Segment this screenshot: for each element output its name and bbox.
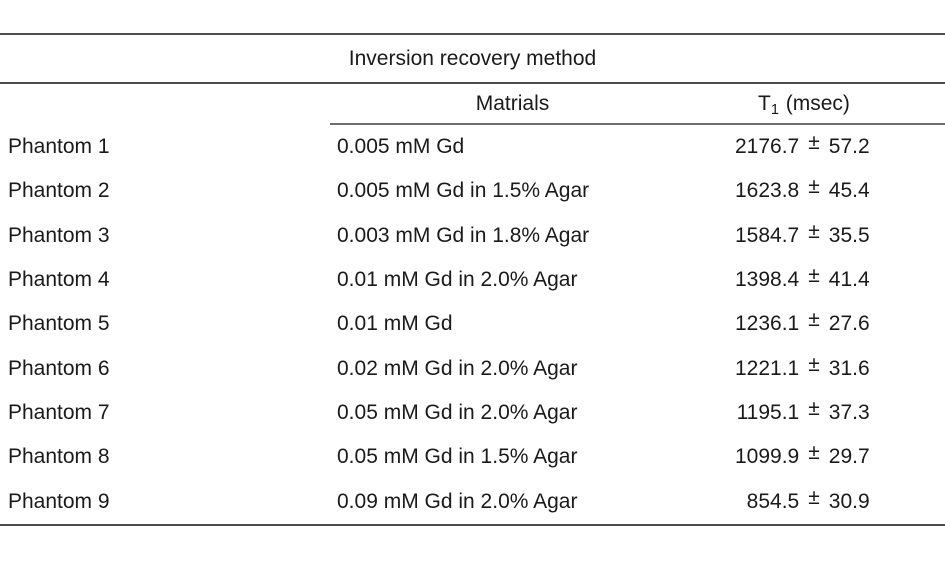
t1-error: 27.6 — [828, 312, 870, 336]
column-header-materials: Matrials — [330, 84, 688, 125]
phantom-label: Phantom 1 — [8, 135, 110, 159]
table-body: Phantom 1 0.005 mM Gd 2176.7 ± 57.2 Phan… — [0, 125, 945, 524]
phantom-label: Phantom 2 — [8, 179, 110, 203]
t1-value: 2176.7 — [735, 135, 800, 159]
t1-value: 1221.1 — [735, 356, 800, 380]
t1-value: 1236.1 — [735, 312, 800, 336]
phantom-label: Phantom 7 — [8, 401, 110, 425]
phantom-label: Phantom 8 — [8, 445, 110, 469]
plus-minus-sign: ± — [808, 131, 820, 155]
table-row: Phantom 1 0.005 mM Gd 2176.7 ± 57.2 — [0, 125, 945, 169]
t1-error: 37.3 — [828, 401, 870, 425]
table-row: Phantom 9 0.09 mM Gd in 2.0% Agar 854.5 … — [0, 480, 945, 524]
t1-measurement: 1398.4 ± 41.4 — [688, 258, 945, 302]
t1-measurement: 1195.1 ± 37.3 — [688, 391, 945, 435]
t1-error: 29.7 — [828, 445, 870, 469]
phantom-label: Phantom 5 — [8, 312, 110, 336]
t1-value: 1623.8 — [735, 179, 800, 203]
t1-header-label: T1 (msec) — [758, 91, 850, 118]
t1-error: 31.6 — [828, 356, 870, 380]
t1-value: 1398.4 — [735, 268, 800, 292]
top-rule — [0, 33, 945, 35]
t1-measurement: 1623.8 ± 45.4 — [688, 169, 945, 213]
plus-minus-sign: ± — [808, 485, 820, 509]
t1-value: 1195.1 — [736, 401, 800, 425]
t1-error: 57.2 — [828, 135, 870, 159]
t1-value: 1584.7 — [735, 223, 800, 247]
t1-measurement: 1584.7 ± 35.5 — [688, 214, 945, 258]
plus-minus-sign: ± — [808, 352, 820, 376]
material-value: 0.02 mM Gd in 2.0% Agar — [337, 356, 578, 380]
table-row: Phantom 3 0.003 mM Gd in 1.8% Agar 1584.… — [0, 214, 945, 258]
table-row: Phantom 4 0.01 mM Gd in 2.0% Agar 1398.4… — [0, 258, 945, 302]
t1-subscript: 1 — [770, 101, 780, 118]
title-divider-rule — [0, 82, 945, 84]
t1-measurement: 1221.1 ± 31.6 — [688, 347, 945, 391]
table-title-row: Inversion recovery method — [0, 35, 945, 82]
t1-symbol: T — [758, 91, 771, 115]
phantom-label: Phantom 4 — [8, 268, 110, 292]
t1-value: 854.5 — [746, 489, 800, 513]
material-value: 0.09 mM Gd in 2.0% Agar — [337, 489, 578, 513]
t1-error: 35.5 — [828, 223, 870, 247]
column-header-phantom-empty — [0, 84, 330, 125]
table-row: Phantom 2 0.005 mM Gd in 1.5% Agar 1623.… — [0, 169, 945, 213]
t1-measurement: 1099.9 ± 29.7 — [688, 435, 945, 479]
t1-value: 1099.9 — [735, 445, 800, 469]
table-row: Phantom 6 0.02 mM Gd in 2.0% Agar 1221.1… — [0, 347, 945, 391]
material-value: 0.05 mM Gd in 2.0% Agar — [337, 401, 578, 425]
plus-minus-sign: ± — [808, 219, 820, 243]
table-title: Inversion recovery method — [348, 46, 597, 70]
t1-error: 45.4 — [828, 179, 870, 203]
material-value: 0.005 mM Gd — [337, 135, 465, 159]
plus-minus-sign: ± — [808, 441, 820, 465]
column-header-t1: T1 (msec) — [688, 84, 945, 125]
phantom-label: Phantom 9 — [8, 489, 110, 513]
material-value: 0.003 mM Gd in 1.8% Agar — [337, 223, 590, 247]
table-row: Phantom 8 0.05 mM Gd in 1.5% Agar 1099.9… — [0, 435, 945, 479]
materials-header-label: Matrials — [475, 91, 550, 115]
t1-error: 41.4 — [828, 268, 870, 292]
t1-unit: (msec) — [785, 91, 850, 115]
material-value: 0.01 mM Gd — [337, 312, 453, 336]
t1-measurement: 1236.1 ± 27.6 — [688, 302, 945, 346]
t1-measurement: 2176.7 ± 57.2 — [688, 125, 945, 169]
table-row: Phantom 5 0.01 mM Gd 1236.1 ± 27.6 — [0, 302, 945, 346]
plus-minus-sign: ± — [808, 264, 820, 288]
phantom-label: Phantom 6 — [8, 356, 110, 380]
phantom-label: Phantom 3 — [8, 223, 110, 247]
t1-error: 30.9 — [828, 489, 870, 513]
material-value: 0.005 mM Gd in 1.5% Agar — [337, 179, 590, 203]
column-header-row: Matrials T1 (msec) — [0, 84, 945, 125]
top-margin — [0, 0, 945, 33]
table-row: Phantom 7 0.05 mM Gd in 2.0% Agar 1195.1… — [0, 391, 945, 435]
material-value: 0.01 mM Gd in 2.0% Agar — [337, 268, 578, 292]
plus-minus-sign: ± — [808, 175, 820, 199]
bottom-rule — [0, 523, 945, 526]
plus-minus-sign: ± — [808, 397, 820, 421]
plus-minus-sign: ± — [808, 308, 820, 332]
t1-measurement: 854.5 ± 30.9 — [688, 480, 945, 524]
material-value: 0.05 mM Gd in 1.5% Agar — [337, 445, 578, 469]
